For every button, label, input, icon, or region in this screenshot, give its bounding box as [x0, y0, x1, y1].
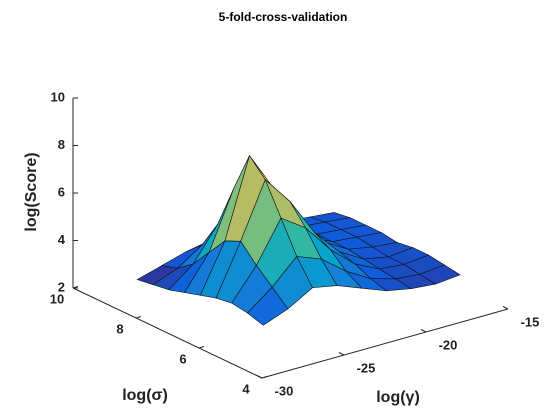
chart-title: 5-fold-cross-validation [219, 10, 348, 24]
y-tick [135, 316, 142, 319]
x-tick [502, 306, 509, 310]
x-tick-label: -25 [357, 360, 376, 375]
y-tick [261, 376, 268, 379]
z-tick-label: 8 [58, 137, 65, 152]
y-axis [72, 287, 263, 379]
x-tick-label: -20 [439, 337, 458, 352]
z-axis-label: log(Score) [23, 152, 40, 231]
y-tick-label: 8 [116, 321, 123, 336]
surface-patch [247, 286, 289, 326]
x-tick-label: -30 [275, 383, 294, 398]
x-tick-label: -15 [521, 314, 540, 329]
y-tick-label: 10 [50, 291, 64, 306]
z-tick-label: 4 [58, 232, 66, 247]
x-tick [256, 375, 263, 379]
y-axis-label: log(σ) [122, 387, 168, 404]
x-axis-label: log(γ) [376, 389, 420, 406]
z-tick-label: 2 [58, 279, 65, 294]
z-tick-label: 10 [51, 89, 65, 104]
z-tick-label: 6 [58, 184, 65, 199]
y-tick [72, 286, 79, 289]
x-tick [420, 329, 427, 333]
y-tick [198, 346, 205, 349]
y-tick-label: 4 [242, 381, 250, 396]
y-tick-label: 6 [179, 351, 186, 366]
x-tick [338, 352, 345, 356]
x-axis [261, 308, 509, 379]
